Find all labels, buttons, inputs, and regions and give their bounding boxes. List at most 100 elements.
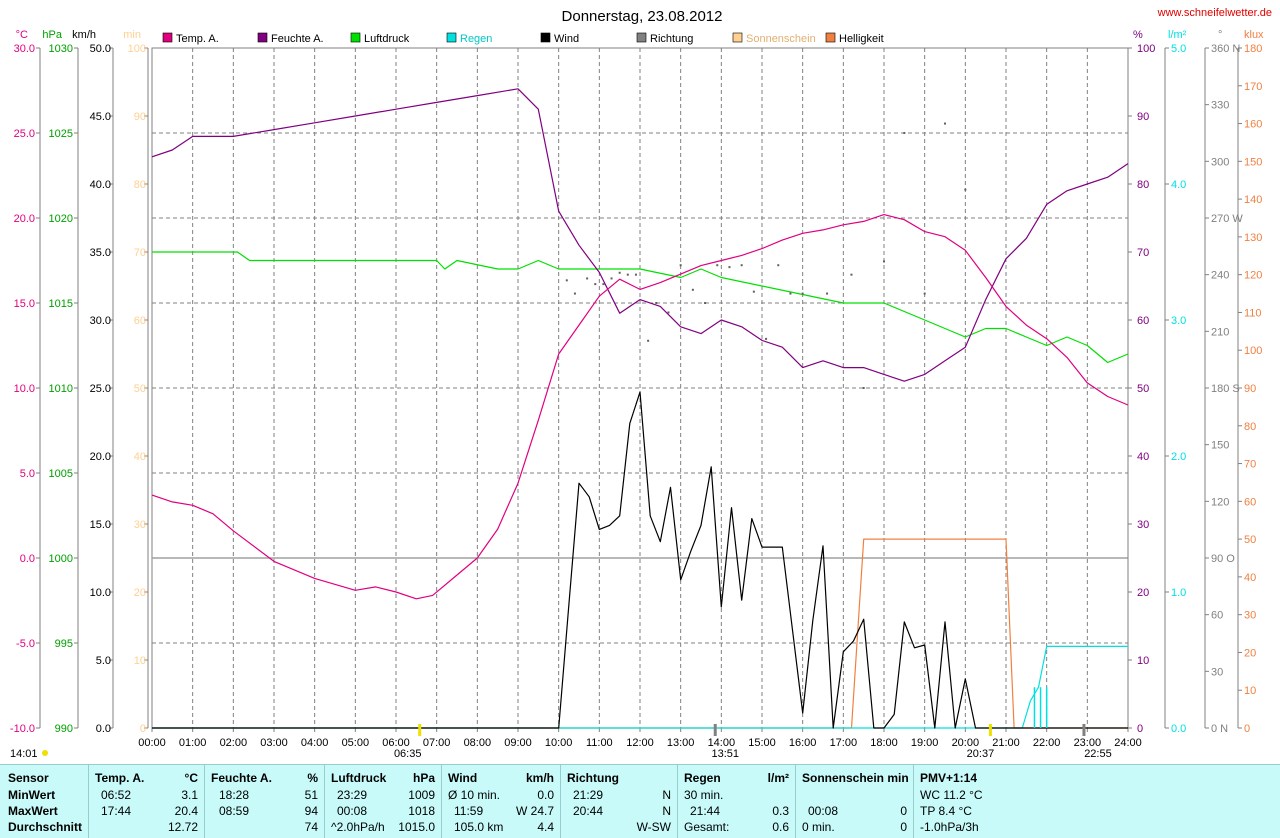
- feuchte-unit: %: [307, 771, 318, 785]
- luftdruck-max: 1018: [408, 804, 435, 818]
- luftdruck-min-time: 23:29: [337, 788, 368, 802]
- x-label-7: 07:00: [423, 737, 451, 749]
- feuchte-avg: 74: [304, 820, 318, 834]
- label-avg: Durchschnitt: [8, 820, 83, 834]
- direction-point-21: [789, 292, 792, 295]
- axis-units: °C hPa km/h min % l/m² ° klux: [16, 29, 1264, 41]
- marker-label-sunrise: 06:35: [394, 748, 422, 760]
- axis-klux-label-15: 30: [1244, 610, 1256, 622]
- col-sonne: Sonnenschein min 00:08 0 0 min. 0: [795, 765, 913, 838]
- col-pmv: PMV+1:14 WC 11.2 °C TP 8.4 °C -1.0hPa/3h: [913, 765, 1280, 838]
- axis-temp-label-2: 20.0: [14, 213, 35, 225]
- axis-klux-label-18: 0: [1244, 723, 1250, 735]
- legend-swatch-7: [825, 32, 836, 43]
- axis-direction-label-7: 150: [1211, 440, 1229, 452]
- axis-rain-label-1: 4.0: [1171, 179, 1186, 191]
- regen-min-label: 30 min.: [684, 788, 724, 802]
- axis-klux-label-0: 180: [1244, 43, 1262, 55]
- luftdruck-trend: ^2.0hPa/h: [331, 820, 385, 834]
- axis-pressure-label-6: 1000: [49, 553, 73, 565]
- x-label-14: 14:00: [708, 737, 736, 749]
- series-2: [152, 251, 1129, 364]
- axis-sunshine-label-7: 30: [134, 519, 146, 531]
- legend-label-0: Temp. A.: [176, 33, 219, 45]
- axis-direction-label-10: 60: [1211, 610, 1223, 622]
- x-label-23: 23:00: [1074, 737, 1102, 749]
- pmv-trend: -1.0hPa/3h: [920, 820, 979, 834]
- unit-dir: °: [1218, 29, 1222, 41]
- luftdruck-avg: 1015.0: [398, 820, 435, 834]
- direction-point-1: [573, 292, 576, 295]
- axis-klux-label-6: 120: [1244, 270, 1262, 282]
- marker-label-moon: 22:55: [1084, 748, 1112, 760]
- direction-point-6: [618, 271, 621, 274]
- axis-klux-label-11: 70: [1244, 459, 1256, 471]
- axis-humidity-label-4: 60: [1137, 315, 1149, 327]
- axis-wind-label-2: 40.0: [90, 179, 111, 191]
- direction-point-20: [777, 264, 780, 267]
- axis-humidity-label-10: 0: [1137, 723, 1143, 735]
- axis-temp-label-4: 10.0: [14, 383, 35, 395]
- col-luftdruck: Luftdruck hPa 23:29 1009 00:08 1018 ^2.0…: [324, 765, 441, 838]
- x-label-15: 15:00: [748, 737, 776, 749]
- row-labels: Sensor MinWert MaxWert Durchschnitt: [0, 765, 88, 838]
- legend-label-3: Regen: [460, 33, 492, 45]
- temp-avg: 12.72: [167, 820, 198, 834]
- x-label-18: 18:00: [870, 737, 898, 749]
- x-label-8: 08:00: [464, 737, 492, 749]
- regen-unit: l/m²: [767, 771, 789, 785]
- axis-sunshine-label-9: 10: [134, 655, 146, 667]
- wind-max: W 24.7: [515, 804, 554, 818]
- chart-title: Donnerstag, 23.08.2012: [562, 8, 723, 25]
- col-regen: Regen l/m² 30 min. 21:44 0.3 Gesamt: 0.6: [677, 765, 795, 838]
- sonne-total: 0: [900, 820, 907, 834]
- axis-klux-label-2: 160: [1244, 119, 1262, 131]
- direction-point-19: [765, 337, 768, 340]
- x-label-4: 04:00: [301, 737, 329, 749]
- axis-wind-label-7: 15.0: [90, 519, 111, 531]
- axis-klux-label-12: 60: [1244, 496, 1256, 508]
- unit-min: min: [123, 29, 141, 41]
- label-max: MaxWert: [8, 804, 58, 818]
- series-5: [151, 214, 1129, 600]
- direction-point-23: [826, 292, 829, 295]
- direction-point-25: [862, 387, 865, 389]
- richtung-max-time: 20:44: [573, 804, 604, 818]
- x-label-20: 20:00: [952, 737, 980, 749]
- axis-klux-label-10: 80: [1244, 421, 1256, 433]
- axis-klux-label-13: 50: [1244, 534, 1256, 546]
- richtung-head: Richtung: [567, 771, 619, 785]
- series-3: [152, 391, 1128, 729]
- axis-wind-label-6: 20.0: [90, 451, 111, 463]
- legend-label-2: Luftdruck: [364, 33, 410, 45]
- luftdruck-min: 1009: [408, 788, 435, 802]
- axis-humidity-label-0: 100: [1137, 43, 1155, 55]
- sonne-head: Sonnenschein min: [802, 771, 909, 785]
- axis-wind-label-1: 45.0: [90, 111, 111, 123]
- pmv-tp: TP 8.4 °C: [920, 804, 972, 818]
- sonne-total-label: 0 min.: [802, 820, 835, 834]
- axis-rain-label-4: 1.0: [1171, 587, 1186, 599]
- x-label-21: 21:00: [992, 737, 1020, 749]
- legend-swatch-6: [732, 32, 743, 43]
- direction-point-27: [903, 132, 906, 134]
- x-label-17: 17:00: [830, 737, 858, 749]
- axis-humidity-label-8: 20: [1137, 587, 1149, 599]
- luftdruck-unit: hPa: [412, 771, 435, 785]
- direction-point-29: [944, 122, 946, 125]
- axis-wind-label-8: 10.0: [90, 587, 111, 599]
- axis-direction-label-3: 270 W: [1211, 213, 1243, 225]
- x-label-6: 06:00: [382, 737, 410, 749]
- axis-direction-label-1: 330: [1211, 100, 1229, 112]
- axis-sunshine-label-8: 20: [134, 587, 146, 599]
- axis-klux-label-9: 90: [1244, 383, 1256, 395]
- axis-direction-label-0: 360 N: [1211, 43, 1240, 55]
- axis-sunshine-label-1: 90: [134, 111, 146, 123]
- richtung-max: N: [662, 804, 671, 818]
- direction-point-15: [716, 264, 719, 267]
- site-url[interactable]: www.schneifelwetter.de: [1157, 7, 1272, 19]
- axis-humidity-label-2: 80: [1137, 179, 1149, 191]
- legend-label-6: Sonnenschein: [746, 33, 816, 45]
- wind-max-time: 11:59: [454, 804, 484, 818]
- marker-label-sunset: 20:37: [967, 748, 995, 760]
